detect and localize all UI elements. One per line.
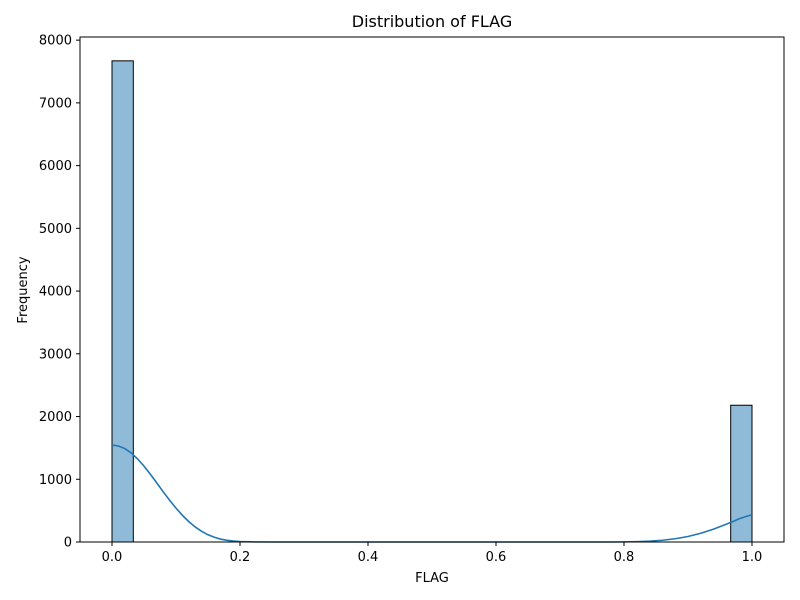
x-tick-label: 0.6 [486,550,507,565]
x-tick-label: 0.2 [230,550,251,565]
x-tick-label: 0.4 [358,550,379,565]
chart-title: Distribution of FLAG [352,12,512,31]
y-tick-label: 8000 [39,34,72,49]
y-tick-label: 4000 [39,285,72,300]
x-tick-label: 1.0 [742,550,763,565]
y-tick-label: 3000 [39,347,72,362]
x-tick-label: 0.0 [102,550,123,565]
histogram-bar [111,60,134,543]
y-tick-label: 6000 [39,159,72,174]
y-tick-label: 2000 [39,410,72,425]
y-tick-label: 7000 [39,96,72,111]
y-axis-label: Frequency [16,256,31,323]
x-axis: 0.0 0.2 0.4 0.6 0.8 1.0 [102,542,763,565]
x-tick-label: 0.8 [614,550,635,565]
y-tick-label: 1000 [39,473,72,488]
plot-area [79,36,785,543]
plot-frame [79,36,785,543]
y-tick-label: 5000 [39,222,72,237]
y-axis: 0 1000 2000 3000 4000 5000 6000 7000 8000 [39,34,80,551]
x-axis-label: FLAG [415,571,449,586]
y-tick-label: 0 [64,536,72,551]
